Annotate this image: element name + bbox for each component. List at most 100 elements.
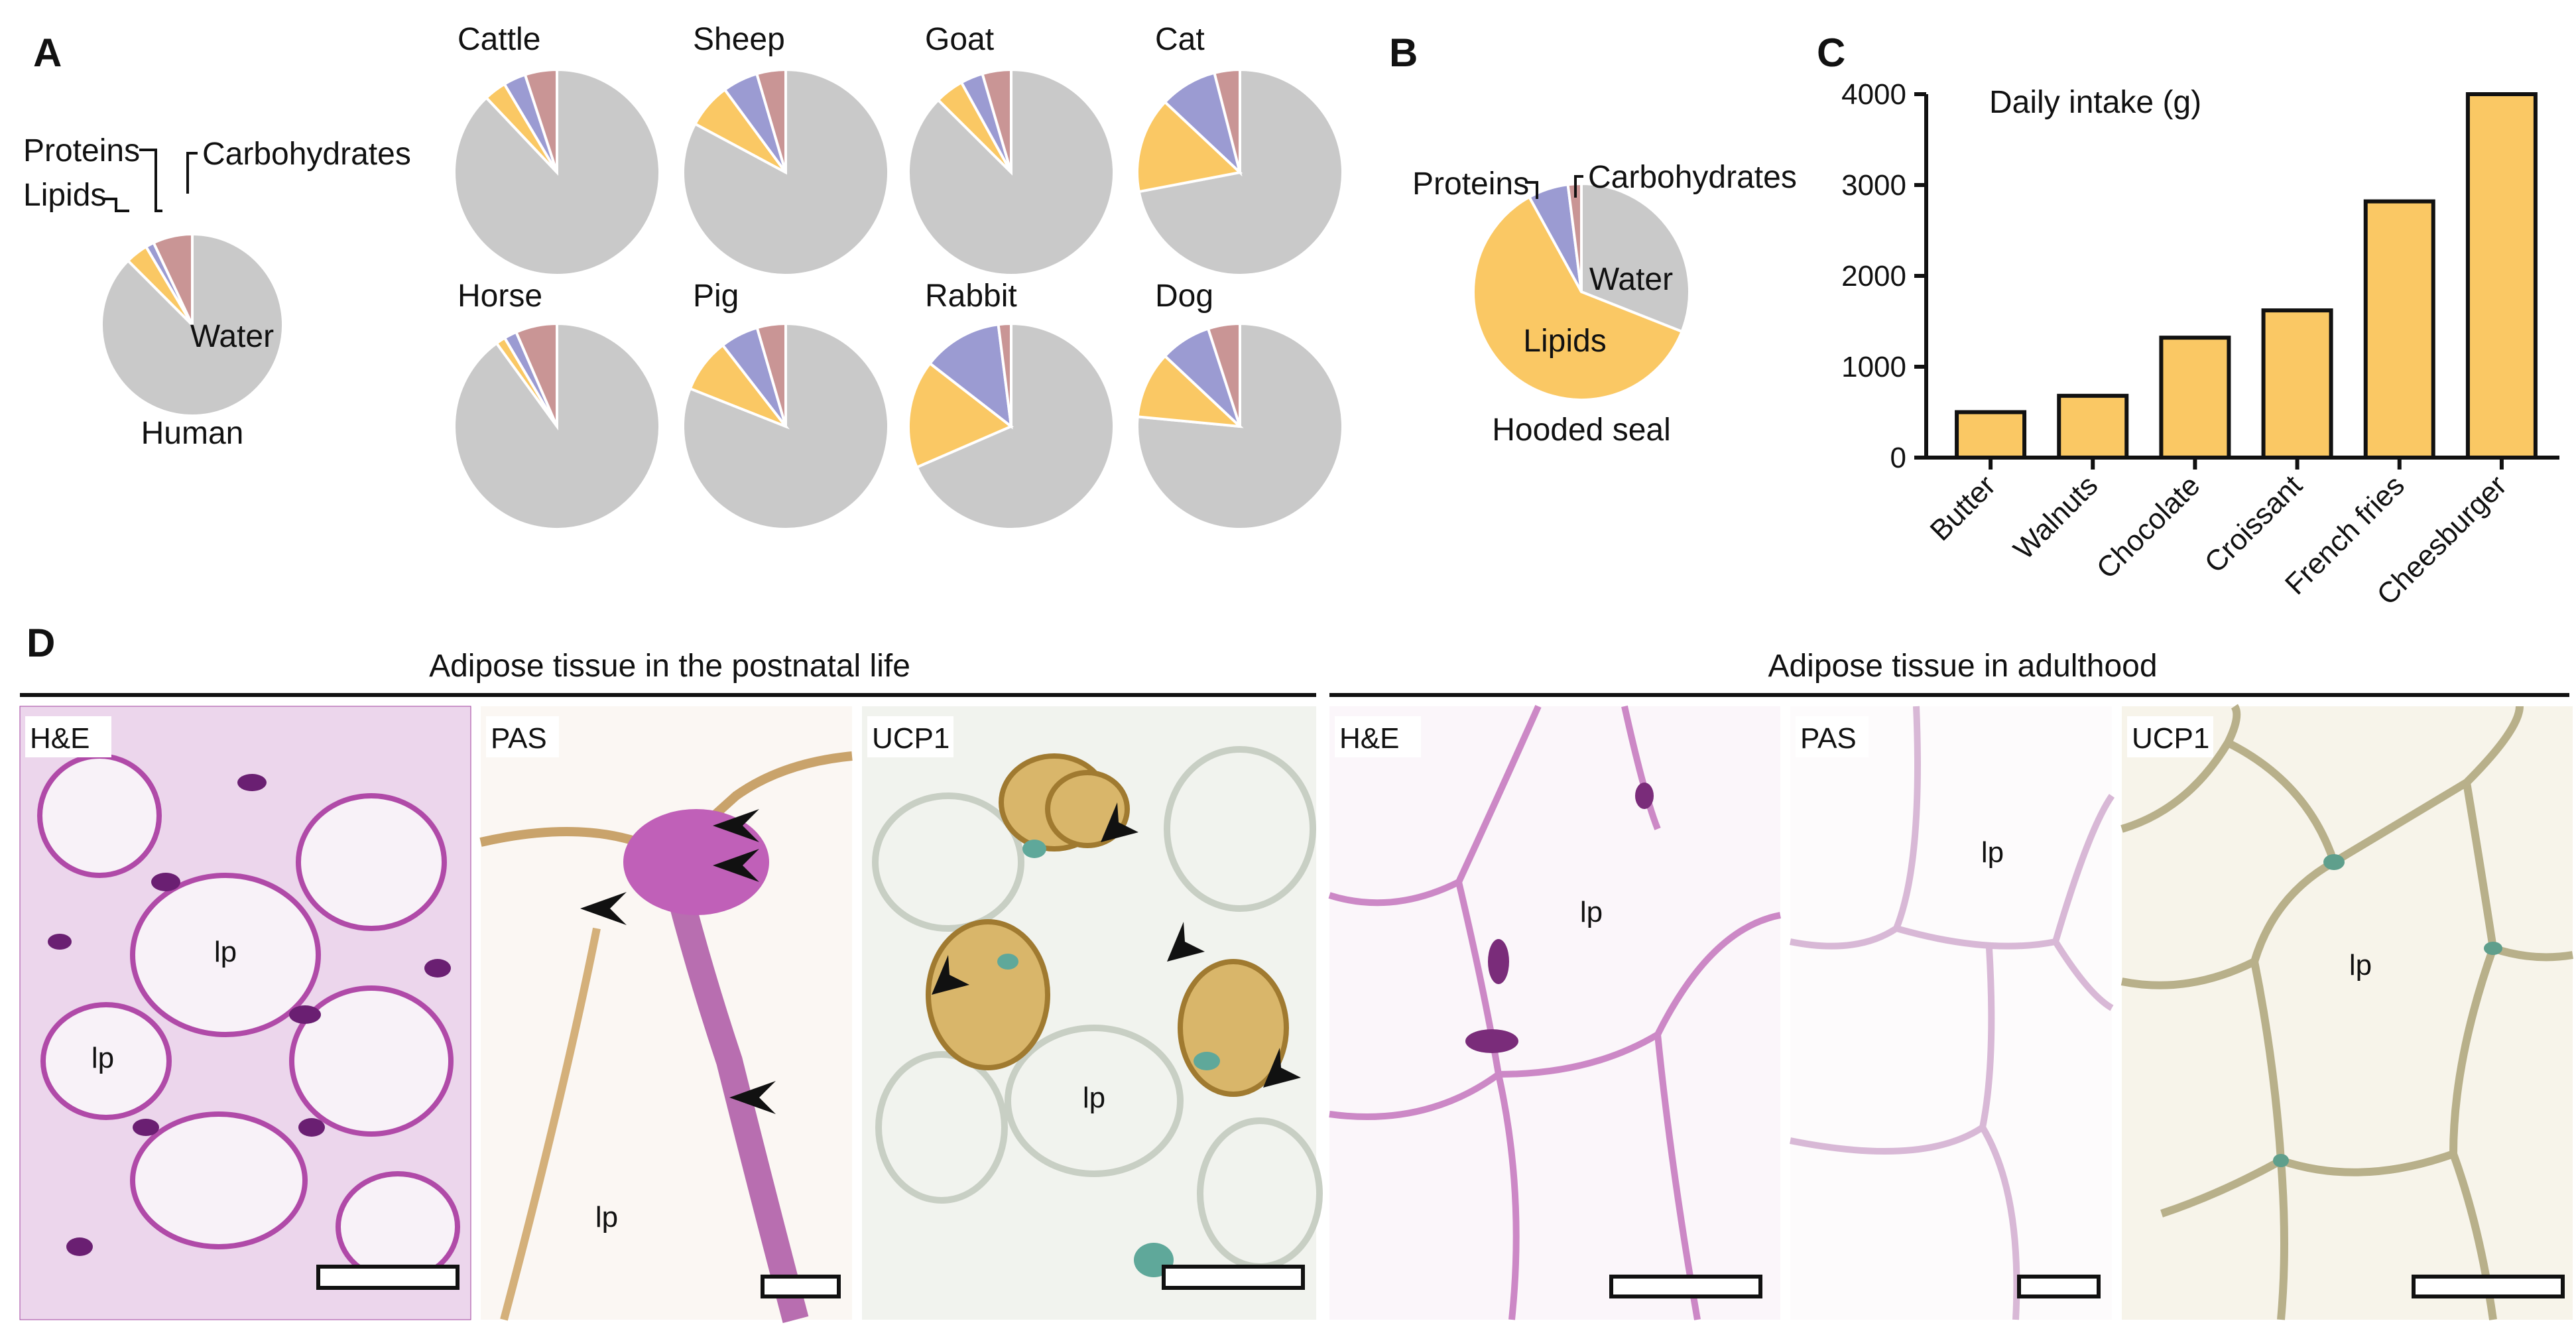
pie-rabbit bbox=[907, 322, 1115, 531]
micrograph-postnatal-ucp1: UCP1 lp bbox=[862, 706, 1323, 1320]
lp-label-he-postnatal-2: lp bbox=[92, 1042, 114, 1074]
human-leader-lines bbox=[103, 149, 198, 212]
lp-label-he-postnatal-1: lp bbox=[214, 936, 237, 968]
seal-pie bbox=[1472, 182, 1691, 401]
stain-label-he-postnatal: H&E bbox=[30, 722, 90, 755]
he-adult-cell-outlines bbox=[1328, 704, 1781, 1320]
he-postnatal-cells bbox=[37, 753, 460, 1283]
pie-sheep-slice-carbohydrates bbox=[755, 68, 787, 173]
pie-dog bbox=[1136, 322, 1344, 531]
pie-pig bbox=[682, 322, 890, 531]
panel-d-letter: D bbox=[27, 621, 55, 665]
ucp1-cell-outlines bbox=[872, 746, 1323, 1270]
seal-pie-slice-water bbox=[1580, 182, 1691, 334]
x-tick-label-chocolate: Chocolate bbox=[2091, 469, 2207, 585]
animal-label-cattle: Cattle bbox=[458, 22, 540, 57]
human-carbohydrates-label: Carbohydrates bbox=[202, 137, 411, 172]
bar-butter bbox=[1955, 410, 2027, 460]
bar-chart: 0 1000 2000 3000 4000 Butter WalnutsChocolateC… bbox=[1841, 78, 2559, 611]
pas-stained-cell bbox=[623, 809, 769, 915]
bar-cheesburger bbox=[2465, 92, 2538, 460]
pie-rabbit-slice-proteins bbox=[928, 322, 1013, 430]
animal-label-goat: Goat bbox=[925, 22, 994, 57]
pie-cattle bbox=[453, 68, 661, 277]
stain-label-pas-adult: PAS bbox=[1800, 722, 1857, 755]
human-name-label: Human bbox=[141, 416, 244, 451]
ucp1-arrowheads bbox=[932, 802, 1301, 1088]
human-proteins-label: Proteins bbox=[23, 133, 140, 168]
pie-rabbit-slice-carbohydrates bbox=[997, 322, 1012, 427]
x-tick-label-butter: Butter bbox=[1924, 469, 2002, 547]
micrograph-postnatal-he: H&E lp lp bbox=[19, 706, 471, 1320]
pie-dog-slice-carbohydrates bbox=[1206, 322, 1241, 427]
seal-carbohydrates-label: Carbohydrates bbox=[1588, 160, 1797, 195]
seal-proteins-label: Proteins bbox=[1412, 166, 1529, 202]
pie-dog-slice-lipids bbox=[1136, 354, 1244, 428]
panel-c-letter: C bbox=[1817, 31, 1845, 75]
x-tick-label-croissant: Croissant bbox=[2199, 469, 2309, 579]
he-postnatal-nuclei bbox=[48, 774, 451, 1256]
he-adult-nuclei bbox=[1465, 783, 1654, 1053]
animal-label-sheep: Sheep bbox=[693, 22, 785, 57]
y-tick-label-2000: 2000 bbox=[1841, 260, 1906, 292]
human-water-label: Water bbox=[190, 319, 274, 354]
human-lipids-label: Lipids bbox=[23, 178, 106, 213]
human-pie-slice-carbohydrates bbox=[152, 232, 194, 326]
y-tick-label-1000: 1000 bbox=[1841, 351, 1906, 383]
pie-goat bbox=[907, 68, 1115, 277]
scale-bar-1 bbox=[316, 1265, 460, 1290]
pie-goat-slice-carbohydrates bbox=[981, 68, 1012, 173]
bar-chart-title: Daily intake (g) bbox=[1989, 85, 2201, 120]
animal-label-horse: Horse bbox=[458, 279, 542, 314]
human-pie bbox=[100, 232, 284, 417]
lp-label-ucp1-adult: lp bbox=[2349, 949, 2372, 981]
micrograph-adult-he: H&E lp bbox=[1328, 704, 1781, 1320]
group-adulthood-label: Adipose tissue in adulthood bbox=[1768, 649, 2157, 684]
animal-label-cat: Cat bbox=[1155, 22, 1205, 57]
y-tick-label-4000: 4000 bbox=[1841, 78, 1906, 111]
stain-label-he-adult: H&E bbox=[1339, 722, 1399, 755]
pie-sheep bbox=[682, 68, 890, 277]
animal-label-rabbit: Rabbit bbox=[925, 279, 1017, 314]
animal-label-dog: Dog bbox=[1155, 279, 1213, 314]
scale-bar-6 bbox=[2412, 1275, 2565, 1298]
ucp1-adult-cell-outlines bbox=[2120, 704, 2573, 1320]
bar-croissant bbox=[2261, 308, 2333, 460]
animal-pies bbox=[453, 68, 1344, 531]
pas-cell-wall-3 bbox=[500, 927, 601, 1321]
scale-bar-5 bbox=[2017, 1275, 2101, 1298]
micrograph-postnatal-pas: PAS lp bbox=[479, 706, 853, 1324]
pie-rabbit-slice-lipids bbox=[907, 361, 1014, 470]
pie-cattle-slice-carbohydrates bbox=[523, 68, 558, 173]
pie-goat-slice-water bbox=[907, 68, 1115, 277]
scale-bar-4 bbox=[1609, 1275, 1762, 1298]
pie-rabbit-slice-water bbox=[915, 322, 1115, 531]
pie-pig-slice-carbohydrates bbox=[755, 322, 787, 427]
pie-cat-slice-lipids bbox=[1136, 100, 1243, 194]
bar-walnuts bbox=[2057, 393, 2129, 460]
ucp1-adult-nuclei bbox=[2273, 854, 2502, 1167]
pie-horse bbox=[453, 322, 661, 531]
pie-cat-slice-carbohydrates bbox=[1213, 68, 1241, 173]
panel-a-letter: A bbox=[33, 31, 62, 75]
lp-label-he-adult: lp bbox=[1580, 896, 1603, 928]
seal-leader-lines bbox=[1525, 175, 1583, 199]
scale-bar-3 bbox=[1162, 1265, 1305, 1290]
bar-chocolate bbox=[2159, 336, 2231, 460]
pas-cell-wall-2 bbox=[656, 852, 809, 1324]
micrograph-adult-ucp1: UCP1 lp bbox=[2120, 704, 2573, 1320]
seal-pie-slice-lipids bbox=[1472, 195, 1684, 401]
stain-label-ucp1-adult: UCP1 bbox=[2132, 722, 2209, 755]
micrograph-adult-pas: PAS lp bbox=[1790, 706, 2115, 1320]
bar-french-fries bbox=[2363, 199, 2435, 460]
seal-lipids-label: Lipids bbox=[1523, 324, 1606, 359]
stain-label-pas-postnatal: PAS bbox=[491, 722, 547, 755]
scale-bar-2 bbox=[761, 1275, 841, 1298]
lp-label-pas-adult: lp bbox=[1981, 836, 2004, 869]
panel-b-letter: B bbox=[1389, 31, 1418, 75]
stain-label-ucp1-postnatal: UCP1 bbox=[872, 722, 950, 755]
seal-name-label: Hooded seal bbox=[1492, 412, 1671, 448]
pie-horse-slice-carbohydrates bbox=[514, 322, 558, 427]
